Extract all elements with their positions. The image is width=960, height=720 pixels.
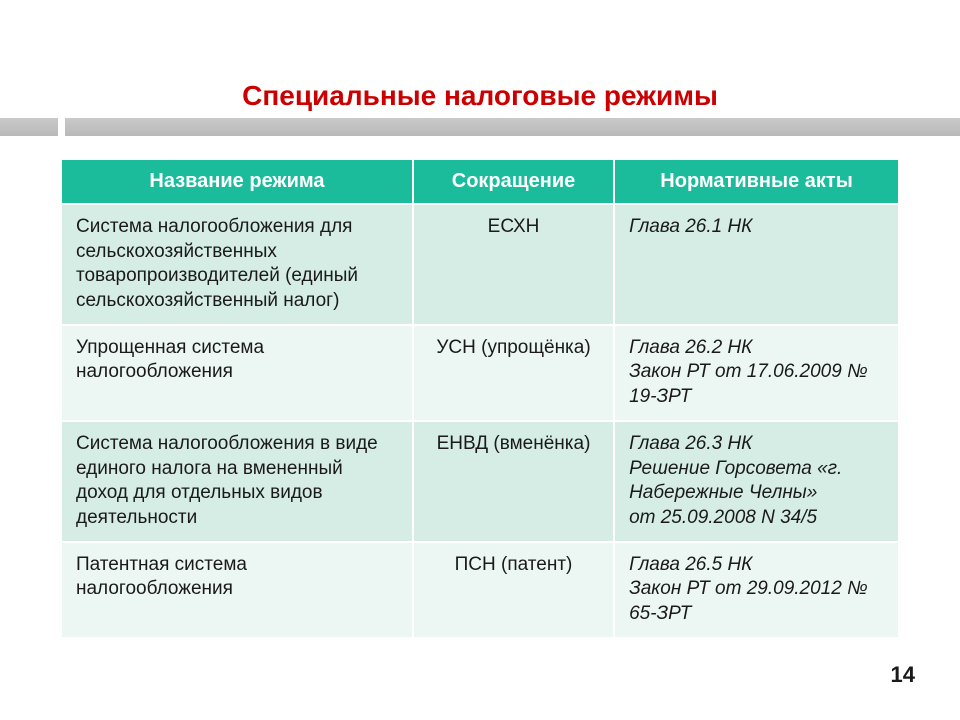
cell-name: Патентная система налогообложения — [61, 542, 413, 638]
page-number: 14 — [891, 662, 915, 688]
cell-abbr: УСН (упрощёнка) — [413, 325, 614, 421]
cell-name: Система налогообложения для сельскохозяй… — [61, 204, 413, 325]
cell-name: Система налогообложения в виде единого н… — [61, 421, 413, 542]
page-title: Специальные налоговые режимы — [0, 80, 960, 112]
table-header-row: Название режима Сокращение Нормативные а… — [61, 159, 899, 204]
col-header-doc: Нормативные акты — [614, 159, 899, 204]
cell-doc: Глава 26.2 НКЗакон РТ от 17.06.2009 № 19… — [614, 325, 899, 421]
cell-abbr: ПСН (патент) — [413, 542, 614, 638]
cell-doc: Глава 26.1 НК — [614, 204, 899, 325]
table-row: Упрощенная система налогообложения УСН (… — [61, 325, 899, 421]
table-row: Система налогообложения для сельскохозяй… — [61, 204, 899, 325]
cell-doc: Глава 26.5 НКЗакон РТ от 29.09.2012 № 65… — [614, 542, 899, 638]
table-row: Система налогообложения в виде единого н… — [61, 421, 899, 542]
cell-abbr: ЕСХН — [413, 204, 614, 325]
decorative-stripe — [0, 118, 960, 136]
cell-abbr: ЕНВД (вменёнка) — [413, 421, 614, 542]
col-header-abbr: Сокращение — [413, 159, 614, 204]
cell-doc: Глава 26.3 НКРешение Горсовета «г. Набер… — [614, 421, 899, 542]
table-row: Патентная система налогообложения ПСН (п… — [61, 542, 899, 638]
cell-name: Упрощенная система налогообложения — [61, 325, 413, 421]
col-header-name: Название режима — [61, 159, 413, 204]
title-area: Специальные налоговые режимы — [0, 0, 960, 122]
tax-regimes-table: Название режима Сокращение Нормативные а… — [60, 158, 900, 639]
